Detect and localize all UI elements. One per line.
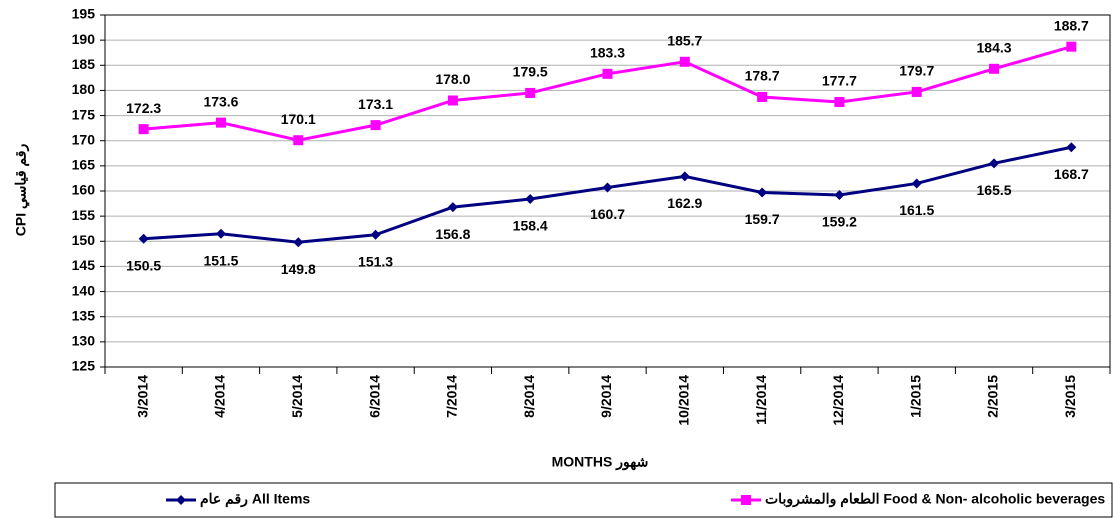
x-tick-label: 4/2014: [212, 375, 228, 418]
y-tick-label: 150: [72, 232, 96, 248]
point: [989, 158, 1000, 169]
point: [447, 95, 458, 106]
x-tick-label: 3/2014: [134, 375, 150, 418]
y-tick-label: 185: [72, 56, 96, 72]
data-label: 173.1: [358, 96, 393, 112]
data-label: 170.1: [281, 111, 316, 127]
data-label: 158.4: [513, 218, 548, 234]
data-label: 162.9: [667, 195, 702, 211]
point: [293, 135, 304, 146]
point: [215, 117, 226, 128]
point: [679, 171, 690, 182]
data-label: 185.7: [667, 32, 702, 48]
point: [834, 190, 845, 201]
point: [525, 87, 536, 98]
data-label: 177.7: [822, 73, 857, 89]
legend-box: [54, 482, 1113, 518]
x-tick-label: 3/2015: [1062, 375, 1078, 418]
y-tick-label: 140: [72, 282, 96, 298]
x-axis-label: MONTHS شهور: [552, 454, 649, 471]
legend-label: رقم عام All Items: [200, 491, 310, 508]
data-label: 161.5: [899, 202, 934, 218]
y-tick-label: 165: [72, 157, 96, 173]
y-tick-label: 195: [72, 6, 96, 22]
y-tick-label: 155: [72, 207, 96, 223]
point: [989, 63, 1000, 74]
data-label: 183.3: [590, 45, 625, 61]
data-label: 168.7: [1054, 166, 1089, 182]
data-label: 165.5: [977, 182, 1012, 198]
data-label: 159.7: [745, 211, 780, 227]
x-tick-label: 1/2015: [907, 375, 923, 418]
x-tick-label: 2/2015: [985, 375, 1001, 418]
x-tick-label: 5/2014: [289, 375, 305, 418]
legend-label: الطعام والمشروبات Food & Non- alcoholic …: [765, 491, 1105, 508]
point: [602, 182, 613, 193]
legend-marker: [176, 495, 186, 505]
plot-frame: [104, 14, 1111, 368]
data-label: 150.5: [126, 257, 161, 273]
legend-marker: [741, 495, 751, 505]
x-tick-label: 7/2014: [444, 375, 460, 418]
point: [757, 91, 768, 102]
data-label: 172.3: [126, 100, 161, 116]
point: [525, 194, 536, 205]
point: [138, 233, 149, 244]
point: [447, 202, 458, 213]
data-label: 149.8: [281, 261, 316, 277]
y-tick-label: 125: [72, 358, 96, 374]
data-label: 151.5: [203, 252, 238, 268]
y-tick-label: 130: [72, 333, 96, 349]
point: [911, 178, 922, 189]
x-tick-label: 10/2014: [676, 375, 692, 426]
point: [370, 120, 381, 131]
data-label: 151.3: [358, 253, 393, 269]
point: [1066, 41, 1077, 52]
series-line: [143, 145, 1072, 244]
data-label: 184.3: [977, 40, 1012, 56]
y-tick-label: 145: [72, 257, 96, 273]
point: [911, 86, 922, 97]
data-label: 156.8: [435, 226, 470, 242]
x-tick-label: 6/2014: [366, 375, 382, 418]
data-label: 179.5: [513, 64, 548, 80]
point: [293, 237, 304, 248]
y-axis-label: CPI رقم قياسي: [13, 144, 30, 237]
y-tick-label: 180: [72, 81, 96, 97]
y-tick-label: 170: [72, 131, 96, 147]
data-label: 179.7: [899, 63, 934, 79]
point: [834, 96, 845, 107]
x-tick-label: 11/2014: [753, 375, 769, 425]
x-tick-label: 9/2014: [598, 375, 614, 418]
point: [757, 187, 768, 198]
y-tick-label: 160: [72, 182, 96, 198]
point: [1066, 142, 1077, 153]
data-label: 188.7: [1054, 17, 1089, 33]
point: [138, 124, 149, 135]
data-label: 159.2: [822, 214, 857, 230]
point: [370, 229, 381, 240]
data-label: 178.0: [435, 71, 470, 87]
point: [215, 228, 226, 239]
point: [679, 56, 690, 67]
y-tick-label: 190: [72, 31, 96, 47]
y-tick-label: 175: [72, 106, 96, 122]
data-label: 160.7: [590, 206, 625, 222]
x-tick-label: 8/2014: [521, 375, 537, 418]
data-label: 173.6: [203, 93, 238, 109]
data-label: 178.7: [745, 68, 780, 84]
x-tick-label: 12/2014: [830, 375, 846, 426]
point: [602, 68, 613, 79]
y-tick-label: 135: [72, 307, 96, 323]
